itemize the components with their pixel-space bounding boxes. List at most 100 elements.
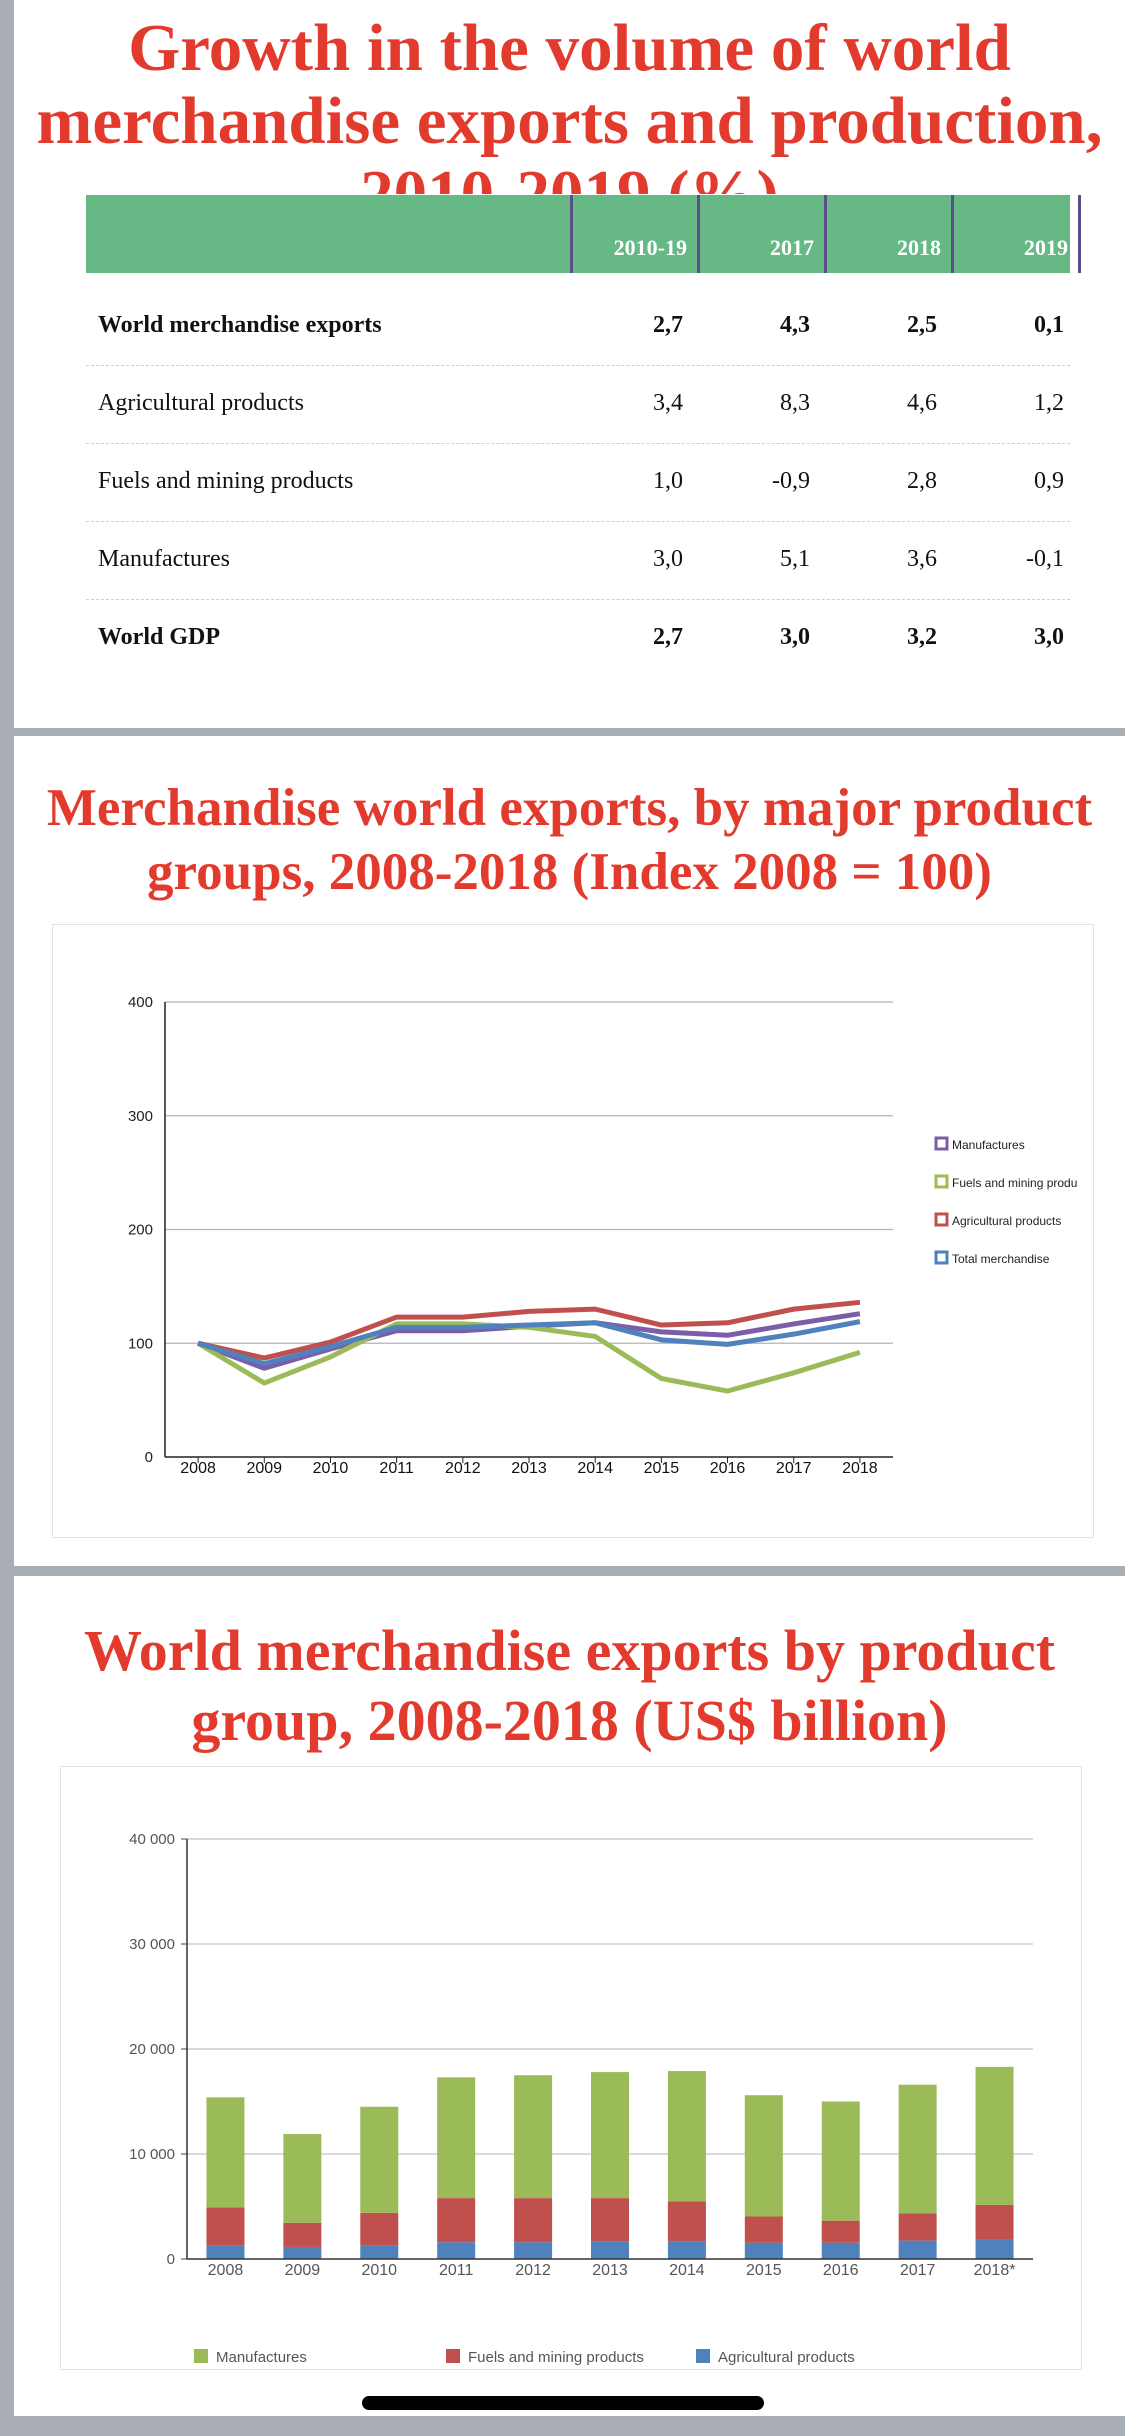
bar-segment (591, 2198, 629, 2242)
bar-segment (744, 2216, 783, 2243)
row-label: Fuels and mining products (98, 468, 354, 494)
bar-segment (283, 2222, 322, 2247)
y-tick-label: 30 000 (129, 1936, 175, 1953)
row-label: Agricultural products (98, 390, 304, 416)
slide-title: Merchandise world exports, by major prod… (46, 779, 1093, 901)
line-chart: 0 100 200 300 400 2008 2009 2010 2011 2012 2013 201… (128, 994, 1077, 1477)
table-cell: 1,2 (1034, 390, 1064, 416)
legend-label: Fuels and mining products (468, 2349, 644, 2366)
table-row: Agricultural products 3,4 8,3 4,6 1,2 (86, 366, 1070, 444)
table-cell: 3,4 (653, 390, 683, 416)
legend-label: Agricultural products (952, 1214, 1061, 1228)
bar-segment (206, 2207, 245, 2246)
y-tick-label: 0 (145, 1449, 153, 1466)
bar-segment (591, 2241, 629, 2259)
x-tick-label: 2014 (669, 2262, 705, 2279)
x-tick-label: 2014 (577, 1460, 613, 1477)
table-cell: 0,1 (1034, 312, 1064, 338)
legend-swatch (934, 1174, 949, 1189)
legend-swatch (446, 2349, 460, 2363)
legend-label: Total merchandise (952, 1252, 1050, 1266)
x-tick-label: 2018 (842, 1460, 878, 1477)
x-tick-label: 2015 (644, 1460, 680, 1477)
x-tick-label: 2012 (515, 2262, 551, 2279)
table-cell: 3,0 (780, 624, 810, 650)
legend-label: Manufactures (216, 2349, 307, 2366)
slide-growth-table: Growth in the volume of world merchandis… (14, 0, 1125, 728)
bar-segment (821, 2242, 860, 2259)
legend-swatch (194, 2349, 208, 2363)
home-indicator[interactable] (362, 2396, 764, 2410)
table-row: Fuels and mining products 1,0 -0,9 2,8 0,9 (86, 444, 1070, 522)
table-cell: 8,3 (780, 390, 810, 416)
legend-swatch (934, 1250, 949, 1265)
table-cell: 1,0 (653, 468, 683, 494)
table-row: Manufactures 3,0 5,1 3,6 -0,1 (86, 522, 1070, 600)
bar-segment (667, 2071, 706, 2202)
x-tick-label: 2012 (445, 1460, 481, 1477)
bar-segment (898, 2084, 937, 2214)
bar-segment (283, 2246, 322, 2259)
x-tick-label: 2010 (313, 1460, 349, 1477)
y-tick-label: 200 (128, 1222, 153, 1239)
row-label: Manufactures (98, 546, 230, 572)
line-chart-panel: 0 100 200 300 400 2008 2009 2010 2011 2012 2013 201… (52, 924, 1094, 1538)
bar-segment (821, 2220, 860, 2243)
legend-label: Fuels and mining produ (952, 1176, 1077, 1190)
table-cell: -0,9 (772, 468, 810, 494)
table-cell: 0,9 (1034, 468, 1064, 494)
y-tick-label: 0 (167, 2251, 175, 2268)
legend-label: Manufactures (952, 1138, 1025, 1152)
column-header: 2010-19 (570, 195, 697, 273)
table-row: World merchandise exports 2,7 4,3 2,5 0,1 (86, 288, 1070, 366)
slide-index-chart: Merchandise world exports, by major prod… (14, 736, 1125, 1566)
bar-segment (360, 2212, 399, 2246)
bar-segment (437, 2198, 476, 2243)
bar-segment (667, 2201, 706, 2242)
x-tick-label: 2016 (823, 2262, 859, 2279)
column-header: 2019 (951, 195, 1081, 273)
bar-segment (283, 2134, 322, 2223)
x-tick-label: 2009 (285, 2262, 321, 2279)
legend-swatch (696, 2349, 710, 2363)
x-tick-label: 2013 (592, 2262, 628, 2279)
y-tick-label: 300 (128, 1108, 153, 1125)
x-tick-label: 2010 (361, 2262, 397, 2279)
bar-segment (975, 2204, 1014, 2240)
legend-swatch (934, 1212, 949, 1227)
y-tick-label: 100 (128, 1335, 153, 1352)
table-cell: 3,0 (1034, 624, 1064, 650)
y-tick-label: 10 000 (129, 2146, 175, 2163)
bar-segment (206, 2245, 245, 2259)
x-tick-label: 2008 (180, 1460, 216, 1477)
table-header: 2010-19 2017 2018 2019 (86, 195, 1081, 273)
x-tick-label: 2013 (511, 1460, 547, 1477)
slide-bar-chart: World merchandise exports by product gro… (14, 1576, 1125, 2416)
table-cell: 4,3 (780, 312, 810, 338)
y-tick-label: 20 000 (129, 2041, 175, 2058)
row-label: World GDP (98, 624, 221, 650)
bar-segment (360, 2106, 399, 2213)
row-label: World merchandise exports (98, 312, 382, 338)
bar-segment (591, 2072, 629, 2199)
y-tick-label: 40 000 (129, 1831, 175, 1848)
x-tick-label: 2009 (246, 1460, 282, 1477)
bar-segment (360, 2245, 399, 2259)
x-tick-label: 2008 (208, 2262, 244, 2279)
table-cell: 2,7 (653, 312, 683, 338)
bar-segment (514, 2198, 553, 2243)
table-cell: 5,1 (780, 546, 810, 572)
table-row: World GDP 2,7 3,0 3,2 3,0 (86, 600, 1070, 678)
bar-segment (744, 2095, 783, 2217)
bar-segment (744, 2242, 783, 2259)
x-tick-label: 2011 (439, 2262, 474, 2279)
series-line (197, 1319, 861, 1367)
x-tick-label: 2017 (900, 2262, 936, 2279)
bar-segment (898, 2240, 937, 2259)
bar-chart-panel: 0 10 000 20 000 30 000 40 000 2008 2009 2010 201… (60, 1766, 1082, 2370)
column-header: 2018 (824, 195, 951, 273)
y-tick-label: 400 (128, 994, 153, 1011)
table-cell: 2,8 (907, 468, 937, 494)
bar-segment (437, 2242, 476, 2259)
table-cell: 2,5 (907, 312, 937, 338)
